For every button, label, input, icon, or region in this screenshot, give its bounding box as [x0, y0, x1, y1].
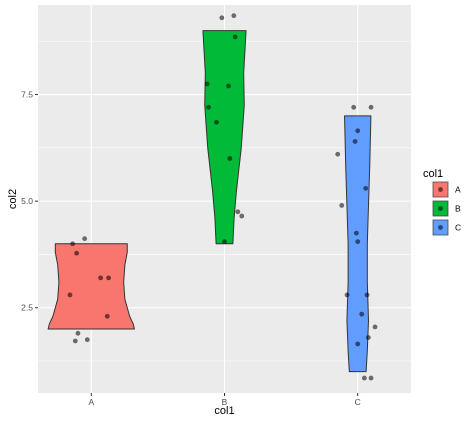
data-point [214, 119, 219, 125]
data-point [352, 139, 358, 144]
data-point [70, 241, 76, 247]
violin-b [202, 30, 247, 245]
data-point [235, 209, 241, 215]
data-point [353, 230, 359, 236]
data-point [364, 292, 370, 298]
data-point [361, 375, 367, 381]
legend-label: B [455, 204, 461, 214]
legend-key-point [438, 225, 443, 230]
data-point [363, 185, 369, 191]
legend-key-point [438, 206, 443, 211]
data-point [222, 239, 227, 245]
data-point [359, 311, 365, 317]
data-point [355, 128, 361, 134]
legend-label: C [455, 223, 461, 233]
data-point [335, 151, 341, 157]
data-point [98, 275, 104, 281]
data-point [368, 104, 374, 110]
legend-label: A [455, 185, 461, 195]
data-point [219, 15, 225, 21]
y-tick-label: 2.5 [21, 303, 33, 313]
data-point [231, 13, 237, 19]
jitter-points [67, 13, 378, 381]
data-point [339, 202, 345, 208]
data-point [106, 275, 112, 281]
y-axis-title: col2 [7, 189, 19, 209]
data-point [227, 156, 233, 161]
x-tick-label: C [355, 397, 361, 407]
data-point [67, 292, 73, 298]
data-point [104, 313, 110, 319]
legend-title: col1 [423, 168, 443, 180]
y-tick-label: 5.0 [21, 196, 33, 206]
data-point [355, 341, 361, 347]
data-point [372, 324, 378, 330]
data-point [344, 292, 350, 298]
data-point [204, 81, 210, 87]
data-point [239, 213, 245, 219]
data-point [75, 330, 81, 336]
data-point [226, 83, 231, 89]
y-tick-label: 7.5 [21, 90, 33, 100]
data-point [351, 104, 357, 110]
data-point [355, 239, 361, 245]
x-tick-label: B [222, 397, 228, 407]
x-tick-label: A [88, 397, 94, 407]
data-point [74, 250, 80, 256]
data-point [84, 337, 90, 343]
data-point [232, 34, 238, 40]
legend: col1 ABC [423, 168, 461, 236]
data-point [368, 375, 374, 381]
x-axis-title: col1 [214, 405, 234, 417]
axes: 2.5 5.0 7.5 A B C [21, 90, 361, 407]
data-point [72, 338, 78, 344]
violin-a [47, 243, 135, 330]
data-point [365, 335, 371, 340]
data-point [206, 104, 211, 110]
legend-key-point [438, 187, 443, 192]
data-point [82, 236, 88, 242]
violins [47, 30, 372, 373]
